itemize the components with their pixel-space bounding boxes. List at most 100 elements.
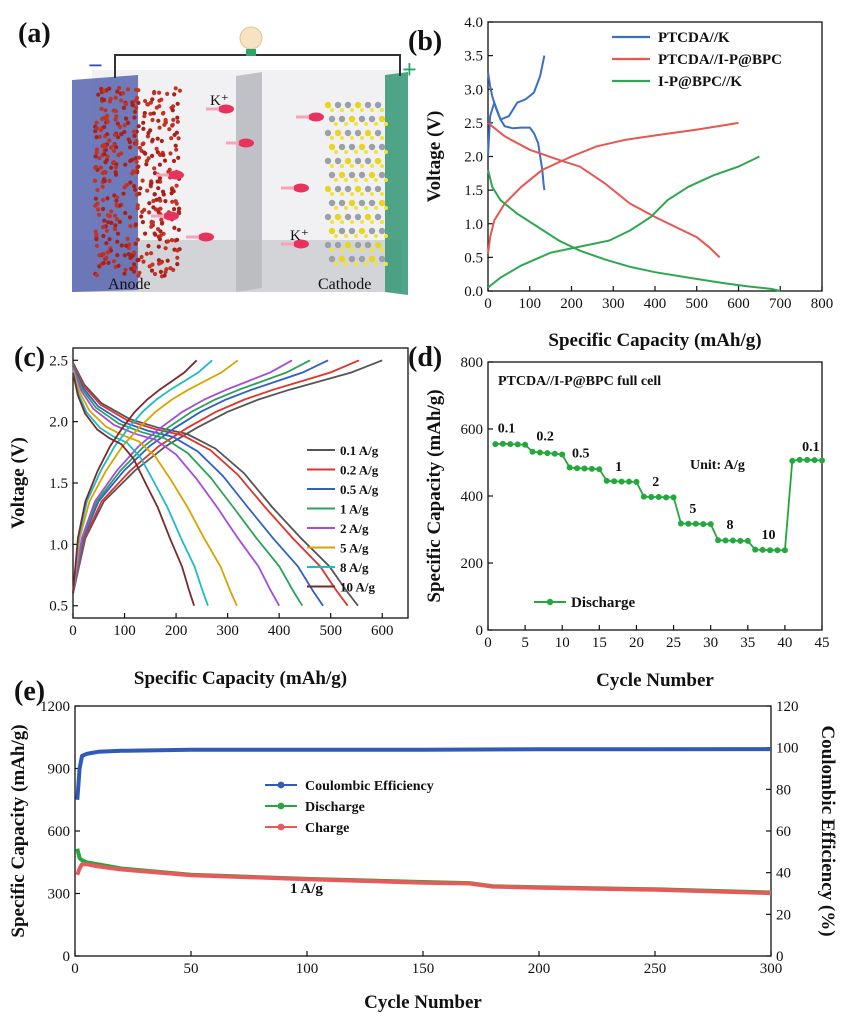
- rate-annotation: 1 A/g: [290, 881, 323, 897]
- anode-atom: [101, 260, 106, 266]
- y-axis-label: Voltage (V): [8, 437, 29, 529]
- discharge-curve: [72, 363, 349, 607]
- anode-atom: [128, 145, 133, 150]
- anode-atom: [150, 117, 155, 123]
- anode-atom: [143, 231, 148, 236]
- anode-atom: [177, 88, 182, 93]
- cathode-atom: [338, 199, 346, 207]
- anode-atom: [149, 221, 154, 226]
- anode-atom: [132, 184, 137, 189]
- discharge-point: [737, 537, 744, 544]
- cathode-atom: [330, 108, 334, 112]
- x-tick-label: 100: [519, 296, 542, 312]
- discharge-point: [507, 441, 514, 448]
- anode-atom: [111, 160, 117, 165]
- anode-atom: [137, 191, 142, 196]
- discharge-point: [544, 450, 551, 457]
- anode-atom: [171, 117, 176, 122]
- anode-atom: [126, 137, 131, 142]
- anode-atom: [174, 183, 179, 188]
- anode-atom: [170, 122, 175, 127]
- anode-atom: [145, 134, 150, 139]
- anode-atom: [143, 98, 148, 104]
- right-tick-label: 80: [776, 782, 791, 798]
- cathode-atom: [350, 220, 354, 224]
- charge-curve: [72, 359, 383, 594]
- cathode-atom: [334, 262, 338, 266]
- anode-atom: [94, 147, 100, 152]
- cathode-atom: [374, 157, 382, 165]
- anode-atom: [119, 243, 124, 248]
- anode-atom: [149, 268, 155, 273]
- potassium-ion: [293, 183, 309, 193]
- anode-atom: [133, 87, 139, 92]
- plus-terminal: +: [402, 55, 417, 84]
- rate-label: 0.1: [802, 440, 820, 455]
- panel-e-label: (e): [14, 676, 45, 707]
- cathode-atom: [370, 136, 374, 140]
- anode-atom: [111, 259, 117, 264]
- x-tick-label: 250: [644, 961, 667, 977]
- cathode-atom: [374, 150, 378, 154]
- anode-atom: [142, 207, 147, 212]
- cathode-atom: [334, 129, 342, 137]
- anode-atom: [123, 116, 129, 121]
- anode-atom: [122, 271, 127, 276]
- anode-atom: [132, 133, 137, 138]
- anode-atom: [118, 124, 123, 130]
- y-tick-label: 0.5: [49, 599, 68, 615]
- anode-atom: [123, 162, 128, 167]
- anode-atom: [125, 236, 130, 241]
- anode-atom: [167, 167, 172, 172]
- anode-atom: [132, 266, 137, 271]
- x-tick-label: 0: [484, 635, 492, 651]
- anode-atom: [93, 196, 99, 201]
- anode-atom: [101, 88, 106, 94]
- discharge-point: [596, 466, 603, 473]
- y-tick-label: 2.5: [49, 353, 68, 369]
- x-tick-label: 300: [602, 296, 625, 312]
- anode-atom: [170, 199, 175, 204]
- anode-atom: [175, 101, 180, 106]
- anode-atom: [136, 124, 141, 129]
- anode-atom: [148, 128, 153, 133]
- anode-atom: [115, 231, 121, 236]
- cathode-atom: [378, 143, 386, 151]
- anode-atom: [161, 152, 166, 158]
- panel-a-label: (a): [18, 18, 51, 49]
- cathode-plate: [385, 72, 408, 295]
- anode-atom: [108, 96, 113, 101]
- anode-atom: [100, 97, 105, 102]
- y-tick-label: 400: [461, 489, 484, 505]
- anode-atom: [102, 178, 107, 184]
- anode-atom: [128, 180, 133, 185]
- x-tick-label: 300: [216, 623, 239, 639]
- anode-atom: [95, 126, 100, 131]
- cathode-atom: [350, 248, 354, 252]
- potassium-ions: [151, 104, 324, 249]
- anode-atom: [158, 269, 163, 274]
- cathode-atom: [344, 262, 348, 266]
- cathode-atom: [330, 248, 334, 252]
- anode-atom: [176, 136, 181, 141]
- anode-atom: [114, 217, 120, 222]
- x-tick-label: 20: [629, 635, 644, 651]
- anode-atom: [93, 154, 98, 159]
- cathode-atom: [360, 108, 364, 112]
- anode-atom: [157, 237, 162, 242]
- anode-atom: [156, 186, 161, 191]
- legend-entry: Coulombic Efficiency: [305, 779, 434, 794]
- cathode-atom: [380, 164, 384, 168]
- anode-atom: [103, 108, 108, 113]
- anode-atom: [114, 145, 119, 150]
- discharge-point: [796, 456, 803, 463]
- cathode-atom: [334, 213, 342, 221]
- discharge-point: [566, 464, 573, 471]
- cathode-atom: [380, 108, 384, 112]
- cathode-atom: [324, 101, 332, 109]
- anode-atom: [115, 121, 120, 126]
- legend-marker: [277, 781, 285, 789]
- anode-atom: [163, 199, 168, 204]
